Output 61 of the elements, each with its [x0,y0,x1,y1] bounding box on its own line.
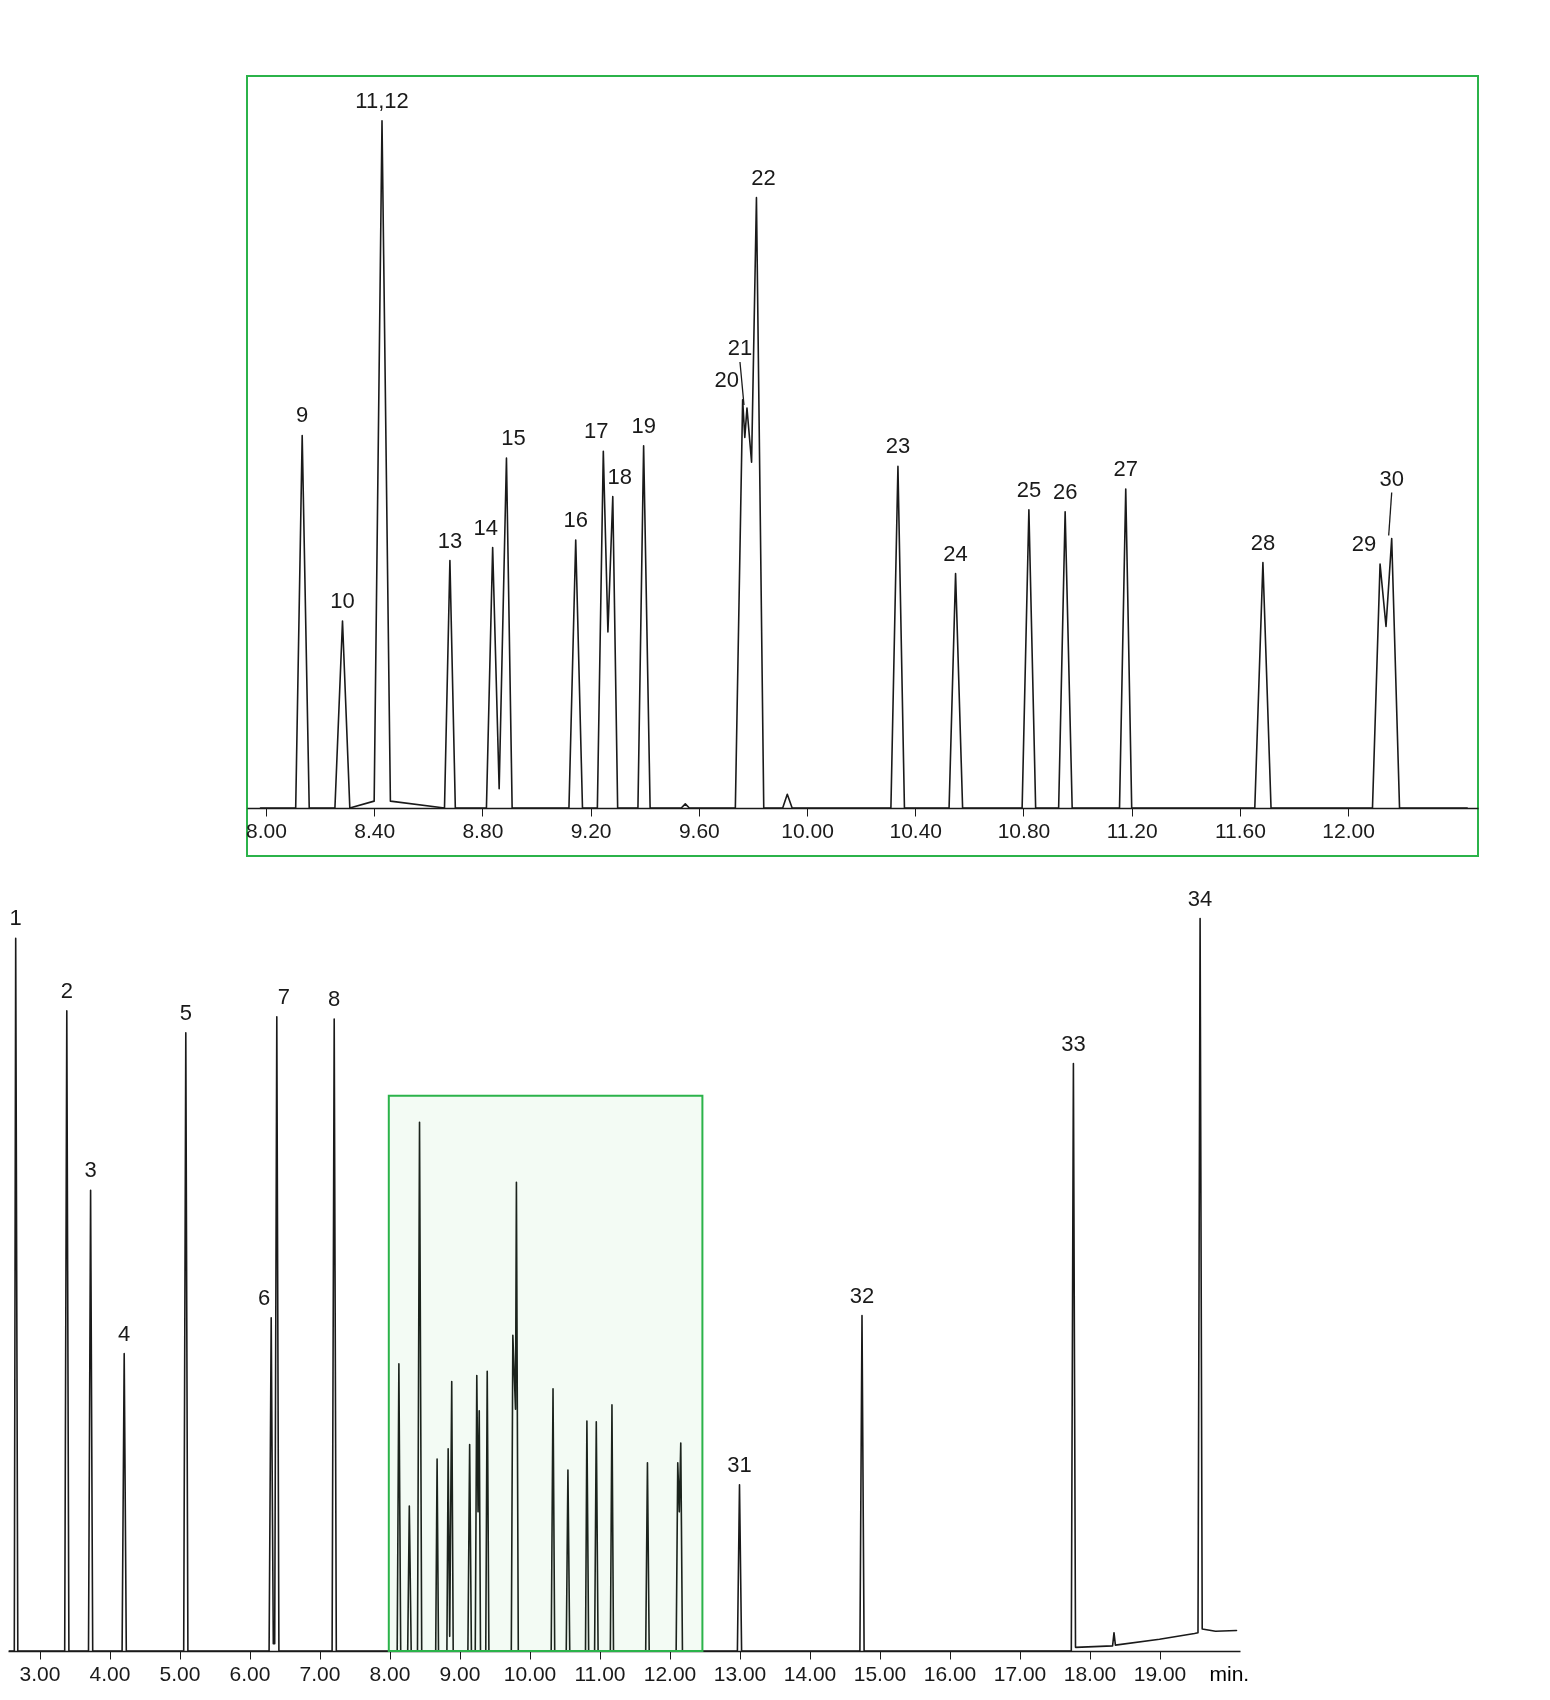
annotation: 25 [1016,476,1042,502]
x-tick-label: 7.00 [299,1661,341,1685]
x-tick-label: 19.00 [1133,1661,1187,1685]
annotation: 16 [563,506,588,532]
annotation: 10 [330,588,355,614]
annotation: 32 [849,1282,875,1308]
x-tick-label: 16.00 [923,1661,977,1685]
annotation: 21 [727,334,753,360]
x-tick-label: 10.00 [781,818,834,842]
annotation: 5 [179,999,192,1025]
x-tick-label: 8.40 [354,818,396,842]
annotation: 27 [1113,456,1138,482]
annotation: 28 [1250,529,1276,555]
annotation: 33 [1061,1030,1086,1056]
annotation: 14 [473,514,498,540]
x-tick-label: 10.40 [889,818,943,842]
x-tick-label: 15.00 [853,1661,907,1685]
x-tick-label: 5.00 [159,1661,201,1685]
x-tick-label: 12.00 [643,1661,697,1685]
annotation: 19 [631,412,656,438]
x-tick-label: 18.00 [1063,1661,1117,1685]
x-tick-label: 11.00 [574,1661,626,1685]
annotation: 34 [1187,885,1213,911]
annotation: 22 [751,164,776,190]
annotation: 11,12 [355,87,409,113]
annotation: 24 [943,540,968,566]
annotation: 8 [328,985,341,1011]
x-tick-label: 11.20 [1106,818,1158,842]
annotation: 15 [501,425,526,451]
annotation: 29 [1351,531,1377,556]
x-tick-label: 9.00 [439,1661,481,1685]
annotation: 18 [607,463,633,489]
x-tick-label: 9.20 [570,818,612,842]
annotation: 1 [9,905,22,931]
annotation: 17 [584,418,609,444]
x-tick-label: 3.00 [19,1661,61,1685]
annotation: 4 [118,1320,131,1346]
annotation: 7 [277,983,290,1009]
x-tick-label: 8.00 [369,1661,411,1685]
x-axis-title: min. [1209,1661,1250,1685]
annotation: 26 [1052,478,1078,504]
annotation: 6 [258,1284,271,1310]
annotation: 31 [727,1451,752,1477]
annotation: 13 [437,527,463,553]
annotation: 9 [296,402,309,428]
annotation: 20 [714,366,739,392]
annotation: 2 [60,977,73,1003]
annotation: 30 [1379,465,1404,491]
annotation: 3 [84,1157,97,1183]
x-tick-label: 8.80 [462,818,504,842]
x-tick-label: 13.00 [713,1661,767,1685]
x-tick-label: 10.80 [997,818,1051,842]
x-tick-label: 14.00 [783,1661,837,1685]
x-tick-label: 17.00 [993,1661,1047,1685]
x-tick-label: 12.00 [1322,818,1375,842]
x-tick-label: 11.60 [1214,818,1266,842]
x-tick-label: 10.00 [503,1661,557,1685]
x-tick-label: 4.00 [89,1661,131,1685]
x-tick-label: 6.00 [229,1661,271,1685]
x-tick-label: 9.60 [678,818,720,842]
annotation: 23 [885,433,911,459]
